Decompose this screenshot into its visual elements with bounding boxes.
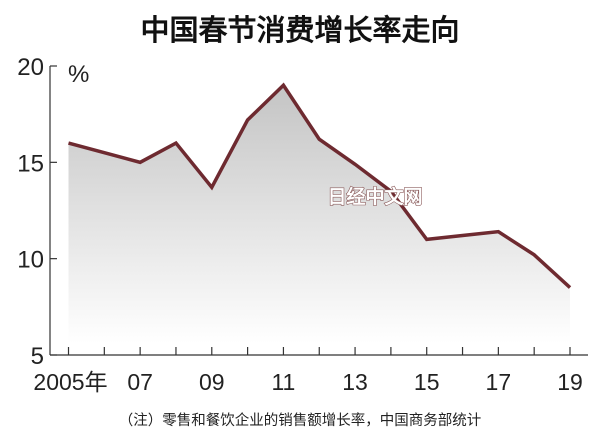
x-tick-label: 11 — [271, 369, 295, 395]
y-tick-label: 20 — [17, 54, 44, 81]
y-tick-label: 10 — [17, 247, 44, 274]
x-tick-label: 09 — [199, 369, 225, 395]
x-tick-label: 19 — [557, 369, 583, 395]
x-tick-label: 2005年 — [33, 369, 107, 395]
x-tick-label: 17 — [486, 369, 512, 395]
x-tick-label: 13 — [342, 369, 368, 395]
y-unit-label: % — [68, 61, 89, 88]
x-tick-label: 15 — [414, 369, 440, 395]
x-tick-label: 07 — [127, 369, 153, 395]
chart-note: （注）零售和餐饮企业的销售额增长率，中国商务部统计 — [119, 411, 482, 429]
y-tick-label: 5 — [31, 343, 44, 370]
chart-title: 中国春节消费增长率走向 — [140, 13, 459, 47]
y-tick-label: 15 — [17, 150, 44, 177]
watermark-logo: 日经中文网 — [327, 185, 422, 208]
area-fill — [68, 85, 570, 344]
